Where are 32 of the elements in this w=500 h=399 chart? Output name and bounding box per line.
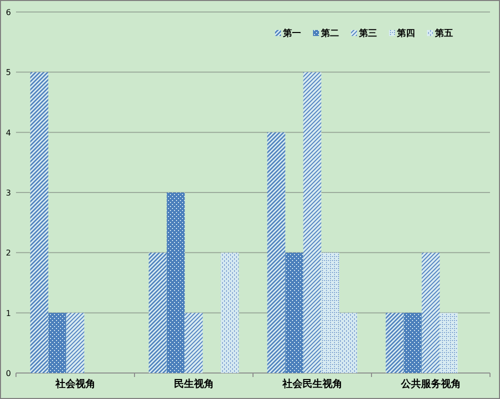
bar: [30, 72, 48, 373]
bar: [66, 312, 84, 373]
x-tick-label: 社会民生视角: [281, 378, 342, 390]
y-tick-label: 4: [6, 128, 11, 138]
bar: [267, 132, 286, 373]
legend-label: 第一: [282, 28, 301, 39]
x-tick-label: 民生视角: [174, 378, 214, 390]
bar: [220, 252, 239, 373]
bar: [285, 252, 304, 373]
bar: [321, 252, 340, 373]
bar: [166, 192, 185, 373]
bar: [422, 252, 440, 373]
y-tick-label: 0: [6, 369, 11, 378]
legend-label: 第二: [320, 28, 339, 39]
bar: [303, 72, 322, 373]
y-tick-label: 3: [6, 188, 11, 198]
legend-label: 第四: [396, 28, 415, 39]
bar: [386, 312, 404, 373]
y-tick-label: 2: [6, 248, 11, 258]
bar: [48, 312, 66, 373]
y-tick-label: 5: [6, 68, 11, 78]
legend-label: 第三: [358, 28, 377, 39]
bar: [339, 312, 358, 373]
bar: [148, 252, 167, 373]
bar: [404, 312, 422, 373]
legend-label: 第五: [434, 28, 453, 39]
x-tick-label: 公共服务视角: [400, 378, 461, 390]
x-tick-label: 社会视角: [54, 378, 96, 390]
bar: [440, 312, 458, 373]
y-tick-label: 1: [6, 308, 11, 318]
y-tick-label: 6: [6, 8, 11, 17]
bar: [184, 312, 203, 373]
